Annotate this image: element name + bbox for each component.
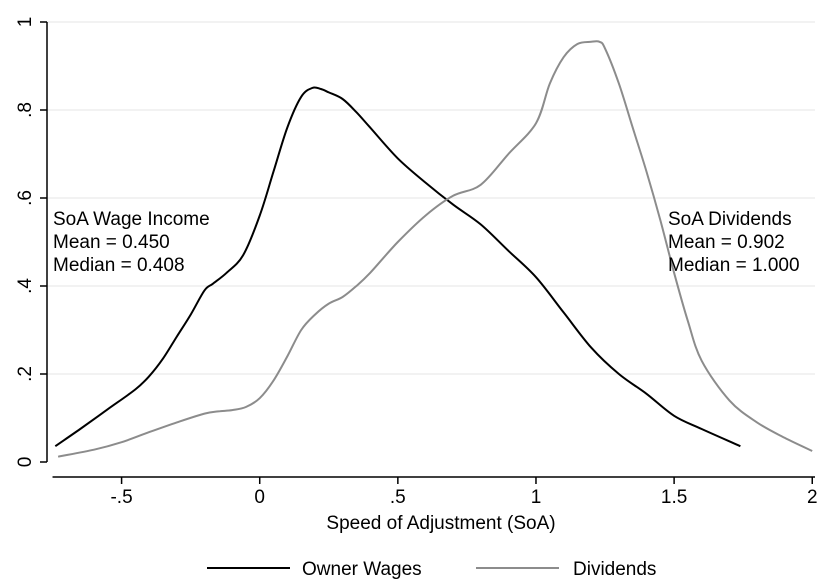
annotation-wage-median: Median = 0.408 [53,255,185,276]
series-lines [54,40,813,458]
annotation-dividends-title: SoA Dividends [668,209,792,230]
y-tick-label: 0 [15,457,36,468]
y-tick-label: 1 [15,17,36,28]
owner-wages-line [54,86,741,448]
x-axis-title: Speed of Adjustment (SoA) [326,513,555,534]
y-tick-label: .2 [15,366,36,382]
x-tick-label: 2 [807,487,818,508]
annotation-wage-title: SoA Wage Income [53,209,210,230]
y-tick-label: .8 [15,102,36,118]
x-tick-label: 1.5 [661,487,687,508]
annotation-dividends: SoA Dividends Mean = 0.902 Median = 1.00… [668,209,800,276]
x-tick-label: .5 [390,487,406,508]
y-ticks: 0 .2 .4 .6 .8 1 [15,17,47,468]
gridlines [47,21,815,375]
x-ticks: -.5 0 .5 1 1.5 2 [110,477,818,508]
annotation-wage: SoA Wage Income Mean = 0.450 Median = 0.… [53,209,210,276]
y-tick-label: .6 [15,190,36,206]
x-tick-label: 1 [531,487,542,508]
legend-label-dividends: Dividends [573,559,656,579]
x-tick-label: -.5 [110,487,132,508]
legend: Owner Wages Dividends [207,559,656,579]
y-tick-label: .4 [15,278,36,294]
annotation-dividends-mean: Mean = 0.902 [668,232,785,253]
x-tick-label: 0 [254,487,265,508]
legend-label-owner-wages: Owner Wages [302,559,422,579]
dividends-line [57,40,813,458]
axes [46,22,815,478]
annotation-dividends-median: Median = 1.000 [668,255,800,276]
annotation-wage-mean: Mean = 0.450 [53,232,170,253]
